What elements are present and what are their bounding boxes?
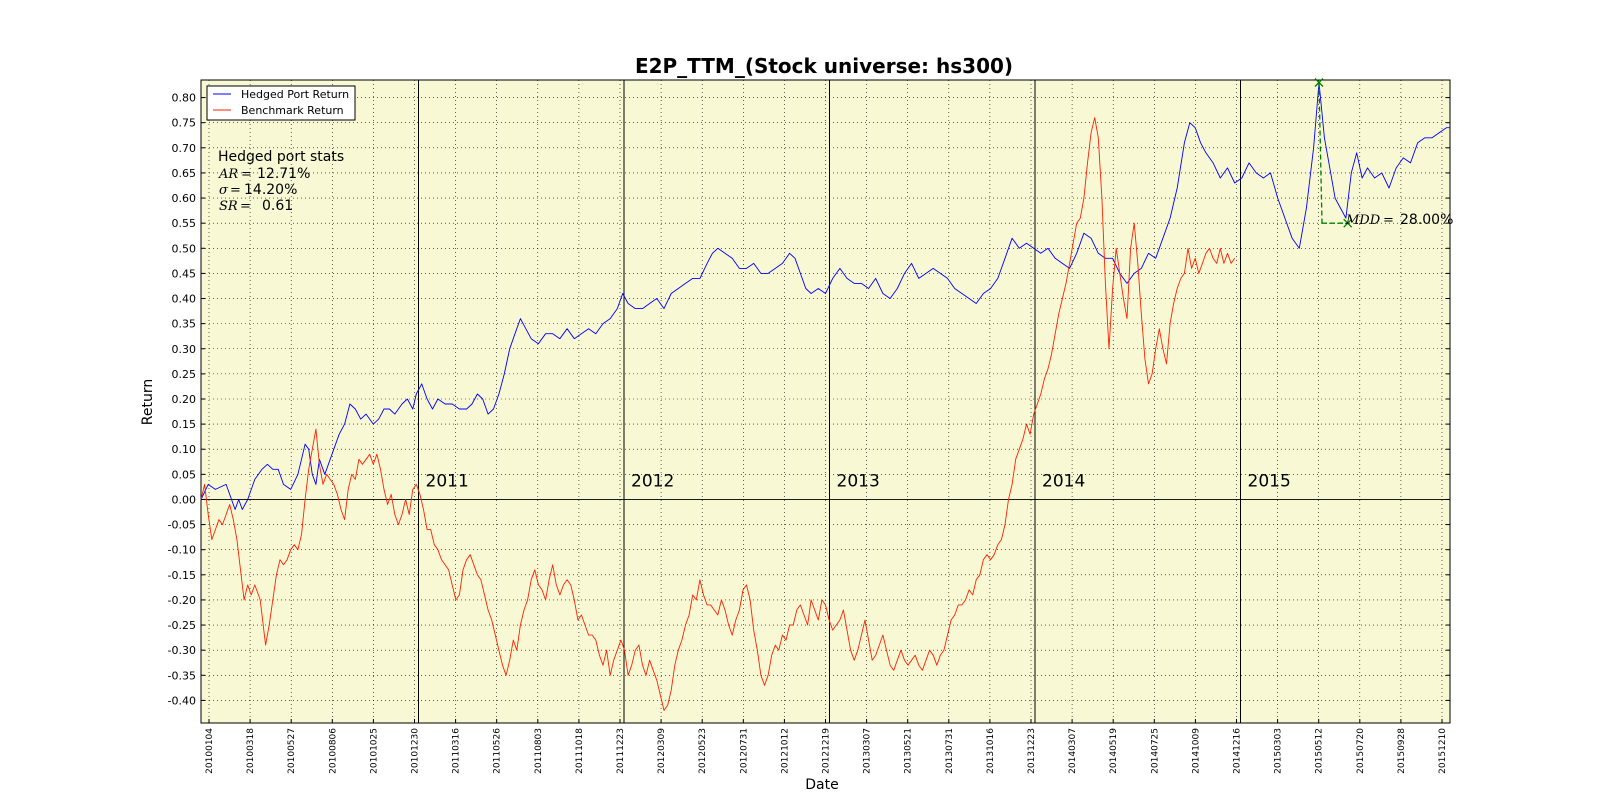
mdd-peak-marker bbox=[1314, 78, 1324, 87]
x-tick-label: 20140307 bbox=[1068, 728, 1078, 774]
y-tick-label: -0.15 bbox=[168, 569, 196, 582]
chart-title: E2P_TTM_(Stock universe: hs300) bbox=[635, 54, 1013, 78]
stat-sr-label: SR bbox=[219, 199, 238, 214]
y-tick-label: 0.55 bbox=[172, 217, 197, 230]
year-label: 2014 bbox=[1042, 471, 1085, 491]
x-tick-label: 20101230 bbox=[411, 728, 421, 774]
x-tick-label: 20150720 bbox=[1356, 728, 1366, 774]
x-tick-label: 20120309 bbox=[657, 728, 667, 774]
y-tick-label: 0.15 bbox=[172, 418, 197, 431]
y-tick-label: 0.60 bbox=[172, 192, 197, 205]
y-tick-label: 0.25 bbox=[172, 368, 197, 381]
x-tick-label: 20121012 bbox=[780, 728, 790, 774]
y-tick-label: 0.10 bbox=[172, 443, 197, 456]
x-tick-label: 20131016 bbox=[986, 728, 996, 774]
x-tick-label: 20100104 bbox=[205, 728, 215, 774]
y-tick-label: -0.20 bbox=[168, 594, 196, 607]
mdd-eq: = bbox=[1383, 213, 1394, 228]
x-tick-label: 20130731 bbox=[945, 728, 955, 774]
series-line-hedged bbox=[200, 82, 1450, 510]
stat-sr-eq: = bbox=[240, 199, 251, 214]
x-tick-label: 20130521 bbox=[904, 728, 914, 774]
y-tick-label: 0.50 bbox=[172, 242, 197, 255]
stats-heading: Hedged port stats bbox=[218, 149, 344, 165]
y-tick-label: -0.05 bbox=[168, 519, 196, 532]
y-tick-label: 0.40 bbox=[172, 293, 197, 306]
y-tick-label: -0.40 bbox=[168, 694, 196, 707]
series-line-benchmark bbox=[200, 117, 1236, 711]
x-tick-label: 20140519 bbox=[1109, 728, 1119, 774]
x-axis-ticks: 20100104 20100318 20100527 20100806 20101025… bbox=[205, 719, 1448, 774]
x-tick-label: 20130307 bbox=[863, 728, 873, 774]
year-lines: 2011 2012 2013 2014 2015 bbox=[418, 80, 1291, 723]
year-label: 2012 bbox=[631, 471, 674, 491]
y-tick-label: 0.05 bbox=[172, 468, 197, 481]
x-tick-label: 20141009 bbox=[1191, 728, 1201, 774]
mdd-layer bbox=[1314, 78, 1353, 228]
y-axis-label: Return bbox=[140, 379, 156, 425]
x-tick-label: 20111223 bbox=[616, 728, 626, 774]
x-tick-label: 20101025 bbox=[369, 728, 379, 774]
x-tick-label: 20150303 bbox=[1274, 728, 1284, 774]
y-tick-label: 0.30 bbox=[172, 343, 197, 356]
x-tick-label: 20110526 bbox=[493, 728, 503, 774]
year-label: 2011 bbox=[426, 471, 469, 491]
x-tick-label: 20140725 bbox=[1150, 728, 1160, 774]
x-axis-label: Date bbox=[805, 777, 838, 793]
grid bbox=[201, 80, 1450, 723]
legend-label-hedged: Hedged Port Return bbox=[241, 88, 349, 101]
stat-ar-eq: = bbox=[241, 167, 252, 182]
x-tick-label: 20100527 bbox=[287, 728, 297, 774]
x-tick-label: 20150512 bbox=[1315, 728, 1325, 774]
legend: Hedged Port Return Benchmark Return bbox=[206, 85, 356, 121]
stat-sigma-value: 14.20% bbox=[244, 182, 297, 198]
x-tick-label: 20110803 bbox=[534, 728, 544, 774]
stat-sr-value: 0.61 bbox=[262, 198, 293, 214]
y-axis-ticks: 0.80 0.75 0.70 0.65 0.60 0.55 0.50 0.45 0.40 0.35… bbox=[168, 92, 1450, 707]
x-tick-label: 20100318 bbox=[246, 728, 256, 774]
legend-box bbox=[206, 85, 356, 121]
year-label: 2013 bbox=[837, 471, 880, 491]
x-tick-label: 20151210 bbox=[1438, 728, 1448, 774]
stat-sigma-label: σ bbox=[219, 183, 229, 198]
x-tick-label: 20141216 bbox=[1233, 728, 1243, 774]
mdd-trough-marker bbox=[1343, 218, 1353, 228]
stats-box: Hedged port stats AR = 12.71% σ = 14.20%… bbox=[218, 149, 344, 214]
y-tick-label: 0.45 bbox=[172, 267, 197, 280]
mdd-value: 28.00% bbox=[1400, 212, 1453, 228]
year-label: 2015 bbox=[1248, 471, 1291, 491]
mdd-label: MDD bbox=[1345, 213, 1381, 228]
y-tick-label: 0.75 bbox=[172, 117, 197, 130]
y-tick-label: -0.35 bbox=[168, 669, 196, 682]
y-tick-label: 0.65 bbox=[172, 167, 197, 180]
stat-sigma-eq: = bbox=[230, 183, 241, 198]
x-tick-label: 20121219 bbox=[822, 728, 832, 774]
stat-ar-value: 12.71% bbox=[257, 166, 310, 182]
x-tick-label: 20120523 bbox=[698, 728, 708, 774]
series-layer bbox=[200, 82, 1450, 711]
y-tick-label: 0.35 bbox=[172, 318, 197, 331]
legend-label-benchmark: Benchmark Return bbox=[241, 104, 344, 117]
x-tick-label: 20120731 bbox=[739, 728, 749, 774]
y-tick-label: -0.10 bbox=[168, 544, 196, 557]
y-tick-label: 0.70 bbox=[172, 142, 197, 155]
y-tick-label: -0.25 bbox=[168, 619, 196, 632]
y-tick-label: -0.30 bbox=[168, 644, 196, 657]
mdd-annotation: MDD = 28.00% bbox=[1345, 212, 1453, 228]
x-tick-label: 20100806 bbox=[328, 728, 338, 774]
y-tick-label: 0.80 bbox=[172, 92, 197, 105]
y-tick-label: 0.00 bbox=[172, 493, 197, 506]
x-tick-label: 20110316 bbox=[452, 728, 462, 774]
stat-ar-label: AR bbox=[218, 167, 238, 182]
x-tick-label: 20150928 bbox=[1397, 728, 1407, 774]
x-tick-label: 20111018 bbox=[575, 728, 585, 774]
x-tick-label: 20131223 bbox=[1027, 728, 1037, 774]
y-tick-label: 0.20 bbox=[172, 393, 197, 406]
